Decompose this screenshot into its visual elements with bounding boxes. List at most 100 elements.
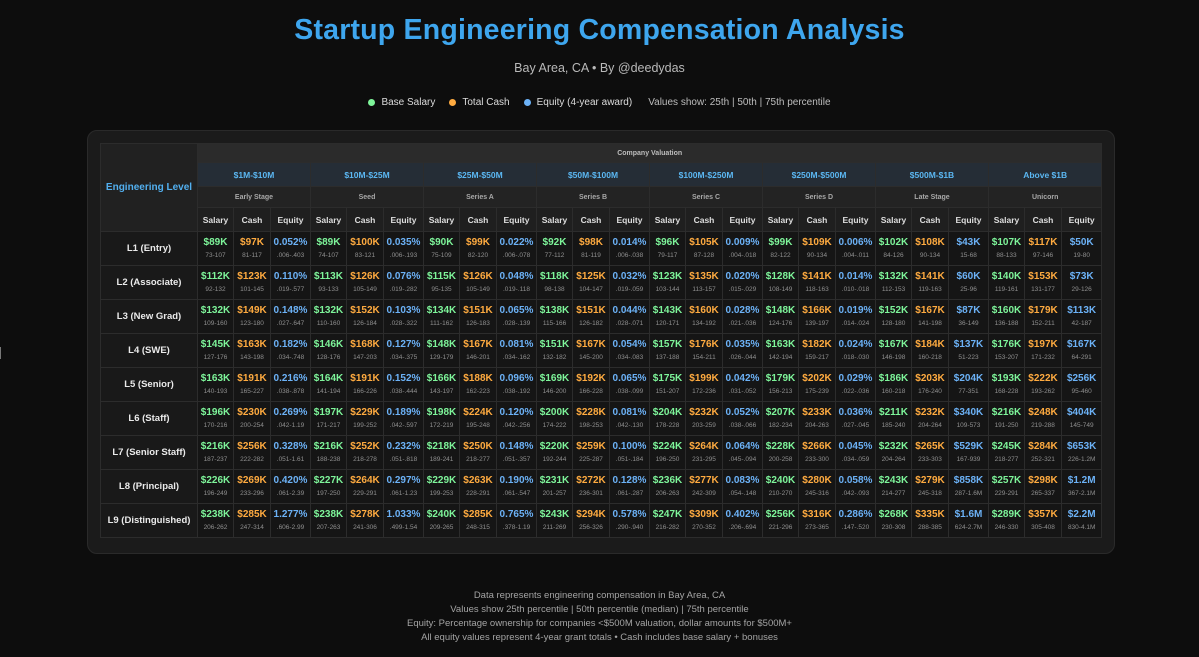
salary-median-value: $132K (313, 305, 344, 316)
salary-percentile-range: 124-176 (768, 320, 793, 327)
table-row: L4 (SWE) $145K 127-176 $163K 143-198 0.182% .0… (100, 333, 1103, 368)
equity-percentile-range: .147-.520 (841, 524, 870, 531)
salary-cell: $169K 146-200 (536, 367, 573, 402)
salary-cell: $224K 196-250 (649, 435, 686, 470)
equity-percentile-range: .042-1.19 (276, 422, 305, 429)
salary-percentile-range: 115-166 (542, 320, 567, 327)
equity-median-value: $1.6M (954, 509, 983, 520)
equity-median-value: 0.081% (612, 407, 647, 418)
cash-percentile-range: 145-200 (579, 354, 603, 361)
salary-cell: $240K 209-265 (423, 503, 460, 538)
cash-median-value: $168K (350, 339, 380, 350)
salary-median-value: $90K (429, 237, 454, 248)
equity-percentile-range: .027-.647 (276, 320, 305, 327)
salary-percentile-range: 172-219 (429, 422, 454, 429)
salary-median-value: $240K (426, 509, 457, 520)
cash-median-value: $265K (915, 441, 945, 452)
salary-median-value: $164K (313, 373, 344, 384)
table-row: L3 (New Grad) $132K 109-160 $149K 123-180 0.1… (100, 299, 1103, 334)
equity-cell: $43K 15-68 (948, 231, 989, 266)
salary-column-header: Salary (536, 207, 573, 232)
equity-cell: 0.019% .014-.024 (835, 299, 876, 334)
salary-percentile-range: 142-194 (768, 354, 793, 361)
cash-median-value: $272K (576, 475, 606, 486)
cash-median-value: $263K (463, 475, 493, 486)
cash-cell: $149K 123-180 (233, 299, 271, 334)
cash-cell: $224K 195-248 (459, 401, 497, 436)
equity-median-value: 0.128% (612, 475, 647, 486)
engineering-level-label: L7 (Senior Staff) (100, 435, 198, 470)
equity-median-value: 0.297% (386, 475, 421, 486)
salary-percentile-range: 204-264 (881, 456, 906, 463)
cash-cell: $316K 273-365 (798, 503, 836, 538)
salary-cell: $229K 199-253 (423, 469, 460, 504)
salary-cell: $160K 136-188 (988, 299, 1025, 334)
cash-median-value: $109K (802, 237, 832, 248)
cash-percentile-range: 176-240 (918, 388, 942, 395)
equity-percentile-range: 42-187 (1071, 320, 1092, 327)
salary-median-value: $115K (427, 271, 456, 282)
cash-percentile-range: 198-253 (579, 422, 603, 429)
cash-median-value: $266K (802, 441, 832, 452)
funding-stage-header: Late Stage (875, 186, 989, 208)
cash-median-value: $250K (463, 441, 493, 452)
equity-median-value: 0.765% (499, 509, 534, 520)
equity-cell: 0.014% .006-.038 (609, 231, 650, 266)
cash-median-value: $149K (237, 305, 267, 316)
equity-column-header: Equity (722, 207, 763, 232)
salary-cell: $152K 128-180 (875, 299, 912, 334)
salary-percentile-range: 111-162 (430, 320, 453, 327)
cash-percentile-range: 83-121 (354, 252, 376, 259)
equity-median-value: $113K (1067, 305, 1097, 316)
salary-percentile-range: 132-182 (542, 354, 567, 361)
equity-percentile-range: .034-.748 (276, 354, 305, 361)
equity-median-value: 0.148% (273, 305, 308, 316)
equity-cell: 0.100% .051-.184 (609, 435, 650, 470)
cash-cell: $160K 134-192 (685, 299, 723, 334)
cash-cell: $100K 83-121 (346, 231, 384, 266)
cash-median-value: $357K (1028, 509, 1058, 520)
cash-cell: $166K 139-197 (798, 299, 836, 334)
cash-median-value: $232K (689, 407, 719, 418)
salary-percentile-range: 191-250 (994, 422, 1019, 429)
salary-cell: $163K 142-194 (762, 333, 799, 368)
cash-percentile-range: 131-177 (1031, 286, 1055, 293)
equity-cell: 0.328% .051-1.61 (270, 435, 311, 470)
legend-item-salary: Base Salary (368, 97, 435, 108)
salary-percentile-range: 143-197 (429, 388, 454, 395)
cash-percentile-range: 87-128 (693, 252, 715, 259)
cash-median-value: $294K (576, 509, 606, 520)
engineering-level-label: L9 (Distinguished) (100, 503, 198, 538)
salary-cell: $207K 182-234 (762, 401, 799, 436)
equity-cell: $2.2M 830-4.1M (1060, 503, 1103, 538)
cash-percentile-range: 247-314 (240, 524, 264, 531)
engineering-level-label: L2 (Associate) (100, 265, 198, 300)
salary-cell: $99K 82-122 (762, 231, 799, 266)
salary-cell: $132K 112-153 (875, 265, 912, 300)
cash-median-value: $97K (240, 237, 264, 248)
equity-percentile-range: .028-.322 (389, 320, 418, 327)
cash-cell: $285K 247-314 (233, 503, 271, 538)
equity-column-header: Equity (948, 207, 989, 232)
equity-cell: 0.076% .019-.282 (383, 265, 424, 300)
salary-median-value: $169K (539, 373, 570, 384)
cash-median-value: $197K (1028, 339, 1058, 350)
salary-median-value: $92K (542, 237, 567, 248)
cash-median-value: $264K (350, 475, 380, 486)
equity-cell: 0.035% .006-.193 (383, 231, 424, 266)
salary-median-value: $204K (652, 407, 683, 418)
footer-line: Data represents engineering compensation… (473, 590, 726, 601)
cash-percentile-range: 160-218 (918, 354, 942, 361)
salary-median-value: $256K (765, 509, 796, 520)
engineering-level-header: Engineering Level (100, 143, 198, 232)
cash-median-value: $182K (802, 339, 832, 350)
footer-notes: Data represents engineering compensation… (0, 589, 1199, 645)
equity-percentile-range: .006-.078 (502, 252, 531, 259)
cash-median-value: $248K (1028, 407, 1058, 418)
salary-percentile-range: 103-144 (655, 286, 680, 293)
equity-cell: 0.152% .038-.444 (383, 367, 424, 402)
footer-line: Values show 25th percentile | 50th perce… (450, 604, 749, 615)
salary-median-value: $99K (768, 237, 793, 248)
cash-cell: $335K 288-385 (911, 503, 949, 538)
equity-percentile-range: 95-460 (1071, 388, 1092, 395)
